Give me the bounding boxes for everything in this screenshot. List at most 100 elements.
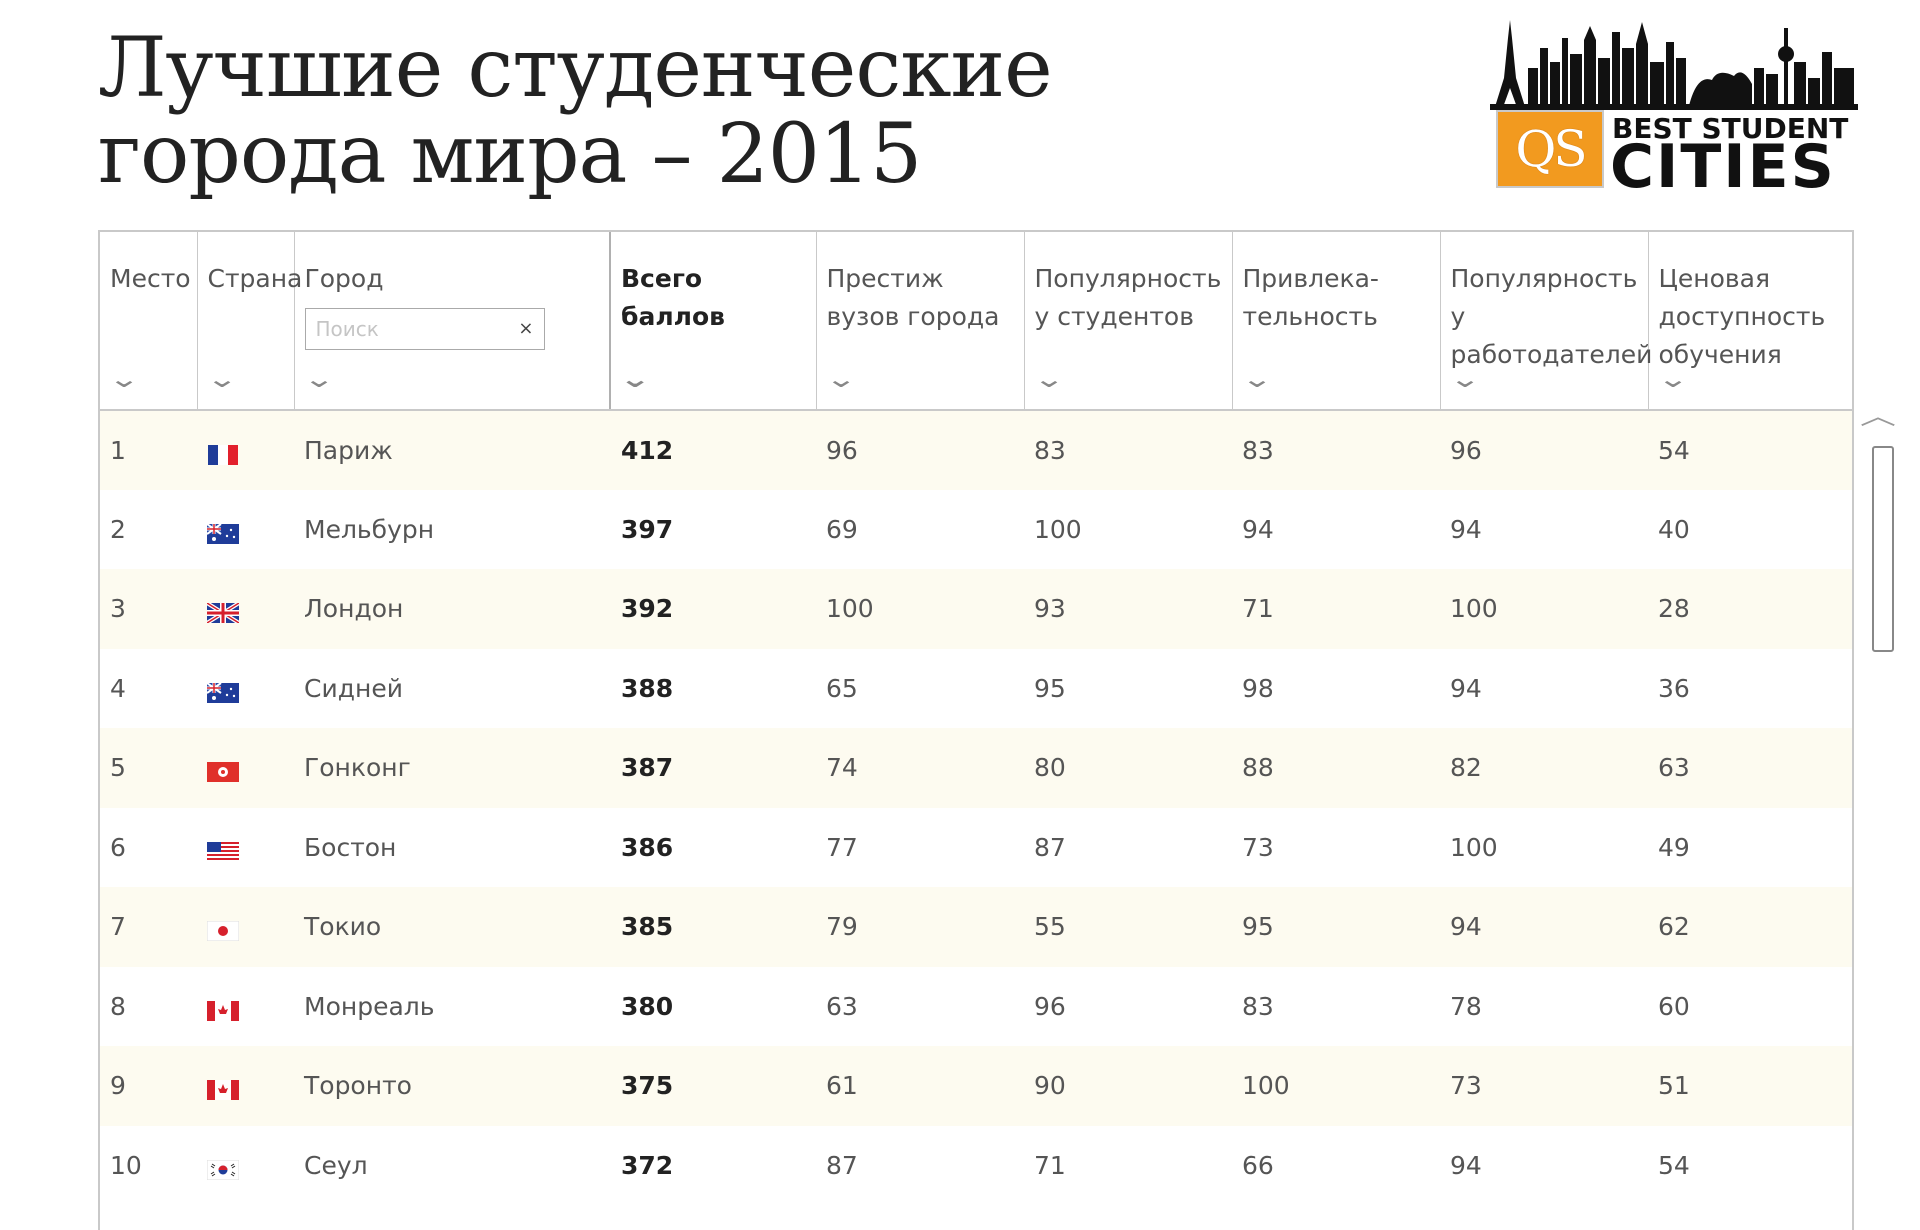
city-cell: Токио <box>294 887 610 967</box>
affordability-cell: 60 <box>1648 966 1852 1046</box>
attractiveness-cell: 71 <box>1232 569 1440 649</box>
city-cell: Париж <box>294 410 610 490</box>
table-header-row: Место ⌄ Страна ⌄ Город × ⌄ Всего баллов <box>100 232 1852 411</box>
chevron-down-icon[interactable]: ⌄ <box>1656 365 1689 393</box>
column-header-city[interactable]: Город × ⌄ <box>294 232 611 411</box>
column-header-label: Привлека-тельность <box>1242 264 1379 331</box>
total-score-cell: 375 <box>610 1046 816 1126</box>
city-cell: Мельбурн <box>294 489 610 569</box>
popularity-employers-cell: 73 <box>1440 1046 1648 1126</box>
table-row[interactable]: 4 Сидней 388 65 95 98 94 36 <box>100 648 1852 728</box>
city-cell: Монреаль <box>294 966 610 1046</box>
column-header-popularity-students[interactable]: Популярность у студентов ⌄ <box>1024 232 1233 411</box>
attractiveness-cell: 66 <box>1232 1125 1440 1205</box>
chevron-down-icon[interactable]: ⌄ <box>107 365 141 393</box>
column-header-attractiveness[interactable]: Привлека-тельность ⌄ <box>1232 232 1441 411</box>
column-header-prestige[interactable]: Престиж вузов города ⌄ <box>816 232 1025 411</box>
rank-cell: 9 <box>100 1046 197 1126</box>
affordability-cell: 36 <box>1648 648 1852 728</box>
city-cell: Сидней <box>294 648 610 728</box>
chevron-down-icon[interactable]: ⌄ <box>1240 365 1273 393</box>
table-row[interactable]: 5 Гонконг 387 74 80 88 82 63 <box>100 728 1852 808</box>
affordability-cell: 28 <box>1648 569 1852 649</box>
canada-flag-icon <box>207 1077 239 1101</box>
prestige-cell: 65 <box>816 648 1024 728</box>
france-flag-icon <box>207 442 239 465</box>
attractiveness-cell: 73 <box>1232 807 1440 887</box>
column-header-label: Ценовая доступность обучения <box>1658 264 1826 369</box>
total-score-cell: 387 <box>610 728 816 808</box>
prestige-cell: 87 <box>816 1125 1024 1205</box>
qs-badge-text: QS <box>1515 120 1587 178</box>
popularity-employers-cell: 82 <box>1440 728 1648 808</box>
usa-flag-icon <box>207 839 239 862</box>
city-search-input[interactable] <box>315 317 506 341</box>
clear-search-icon[interactable]: × <box>518 318 534 339</box>
affordability-cell: 54 <box>1648 410 1852 490</box>
city-cell: Сеул <box>294 1125 610 1205</box>
chevron-down-icon[interactable]: ⌄ <box>618 365 652 393</box>
column-header-label: Престиж вузов города <box>826 264 1000 331</box>
chevron-down-icon[interactable]: ⌄ <box>205 365 238 393</box>
rank-cell: 10 <box>100 1125 197 1205</box>
affordability-cell: 62 <box>1648 887 1852 967</box>
page-title-line2: города мира – 2015 <box>98 107 922 202</box>
prestige-cell: 79 <box>816 887 1024 967</box>
attractiveness-cell: 83 <box>1232 410 1440 490</box>
table-row[interactable]: 7 Токио 385 79 55 95 94 62 <box>100 887 1852 967</box>
scrollbar-thumb[interactable] <box>1872 446 1894 652</box>
rank-cell: 8 <box>100 966 197 1046</box>
table-row[interactable]: 3 Лондон 392 100 93 71 100 28 <box>100 569 1852 649</box>
chevron-down-icon[interactable]: ⌄ <box>302 365 335 393</box>
total-score-cell: 412 <box>610 410 816 490</box>
ranking-table: Место ⌄ Страна ⌄ Город × ⌄ Всего баллов <box>100 232 1852 1205</box>
rank-cell: 5 <box>100 728 197 808</box>
table-row[interactable]: 2 Мельбурн 397 69 100 94 94 40 <box>100 489 1852 569</box>
affordability-cell: 51 <box>1648 1046 1852 1126</box>
australia-flag-icon <box>206 521 239 544</box>
chevron-down-icon[interactable]: ⌄ <box>1032 365 1065 393</box>
prestige-cell: 100 <box>816 569 1024 649</box>
country-cell <box>197 410 294 490</box>
city-cell: Лондон <box>294 569 610 649</box>
table-row[interactable]: 8 Монреаль 380 63 96 83 78 60 <box>100 966 1852 1046</box>
ranking-table-container: Место ⌄ Страна ⌄ Город × ⌄ Всего баллов <box>98 230 1854 1230</box>
prestige-cell: 74 <box>816 728 1024 808</box>
column-header-country[interactable]: Страна ⌄ <box>197 232 302 411</box>
rank-cell: 3 <box>100 569 197 649</box>
popularity-employers-cell: 78 <box>1440 966 1648 1046</box>
total-score-cell: 386 <box>610 807 816 887</box>
attractiveness-cell: 98 <box>1232 648 1440 728</box>
column-header-affordability[interactable]: Ценовая доступность обучения ⌄ <box>1648 232 1852 411</box>
column-header-label: Всего баллов <box>621 264 725 331</box>
hongkong-flag-icon <box>207 759 239 783</box>
popularity-students-cell: 55 <box>1024 887 1232 967</box>
table-row[interactable]: 6 Бостон 386 77 87 73 100 49 <box>100 807 1852 887</box>
total-score-cell: 385 <box>610 887 816 967</box>
country-cell <box>197 728 294 808</box>
country-cell <box>197 966 294 1046</box>
popularity-students-cell: 90 <box>1024 1046 1232 1126</box>
table-row[interactable]: 10 Сеул 372 87 71 66 94 54 <box>100 1125 1852 1205</box>
popularity-employers-cell: 100 <box>1440 569 1648 649</box>
rank-cell: 1 <box>100 410 197 490</box>
column-header-popularity-employers[interactable]: Популярность у работодателей ⌄ <box>1440 232 1652 411</box>
popularity-students-cell: 80 <box>1024 728 1232 808</box>
column-header-rank[interactable]: Место ⌄ <box>100 232 198 411</box>
city-skyline-icon <box>1490 20 1858 110</box>
chevron-down-icon[interactable]: ⌄ <box>1448 365 1481 393</box>
table-row[interactable]: 1 Париж 412 96 83 83 96 54 <box>100 410 1852 490</box>
logo-text-line1: BEST STUDENT <box>1612 112 1849 145</box>
column-header-total[interactable]: Всего баллов ⌄ <box>609 232 817 411</box>
popularity-students-cell: 87 <box>1024 807 1232 887</box>
rank-cell: 2 <box>100 489 197 569</box>
chevron-down-icon[interactable]: ⌄ <box>824 365 857 393</box>
uk-flag-icon <box>205 600 241 625</box>
total-score-cell: 380 <box>610 966 816 1046</box>
australia-flag-icon <box>206 680 239 703</box>
qs-logo: QS BEST STUDENT CITIES <box>1490 18 1858 198</box>
korea-flag-icon <box>206 1157 240 1181</box>
table-row[interactable]: 9 Торонто 375 61 90 100 73 51 <box>100 1046 1852 1126</box>
logo-text-line2: CITIES <box>1610 132 1836 202</box>
chevron-up-icon[interactable]: ︿ <box>1860 402 1896 430</box>
